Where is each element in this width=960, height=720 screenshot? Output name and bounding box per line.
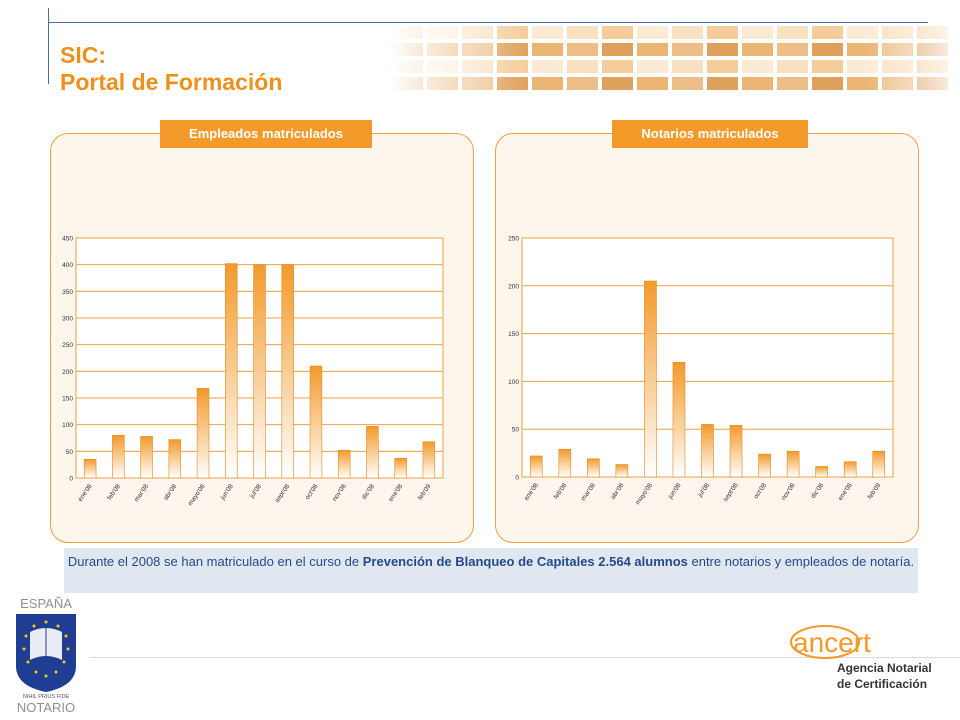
empleados-bar	[337, 449, 351, 479]
footer-rule	[90, 657, 960, 658]
notarios-xtick-label: abr'08	[610, 482, 626, 501]
notarios-xtick-label: mar'08	[580, 482, 597, 502]
notarios-ytick-label: 150	[508, 331, 519, 338]
empleados-bar	[253, 264, 266, 479]
summary-note-text2: entre notarios y empleados de notaría.	[687, 554, 915, 569]
empleados-chart-title: Empleados matriculados	[160, 120, 372, 148]
summary-note-text1: Durante el 2008 se han matriculado en el…	[67, 554, 363, 569]
notarios-bar	[615, 464, 629, 478]
empleados-bar	[394, 457, 407, 479]
page-title: SIC: Portal de Formación	[60, 42, 282, 96]
notarios-bar	[815, 466, 828, 478]
notarios-ytick-label: 50	[512, 427, 520, 434]
ancert-line2-text: de Certificación	[837, 677, 927, 691]
empleados-ytick-label: 200	[62, 369, 73, 376]
empleados-bar	[112, 435, 125, 479]
empleados-bar	[196, 388, 210, 479]
empleados-ytick-label: 150	[62, 396, 73, 403]
notarios-bar	[872, 450, 886, 478]
header-banner-graphic	[390, 24, 950, 94]
notarios-ytick-label: 0	[515, 475, 519, 482]
header-rule	[48, 22, 928, 23]
summary-note-highlight: Prevención de Blanqueo de Capitales 2.56…	[362, 554, 688, 569]
empleados-ytick-label: 400	[62, 262, 73, 269]
notarios-ytick-label: 200	[508, 283, 519, 290]
empleados-ytick-label: 100	[62, 422, 73, 429]
summary-note: Durante el 2008 se han matriculado en el…	[64, 548, 918, 593]
notarios-bar	[843, 461, 857, 478]
empleados-ytick-label: 250	[62, 342, 73, 349]
notarios-ytick-label: 250	[508, 236, 519, 243]
espana-notario-logo: ESPAÑA NIHIL PRIUS FIDE NOTARIO	[16, 596, 76, 714]
notarios-bar	[587, 458, 600, 478]
empleados-bar	[422, 441, 436, 479]
notarios-xtick-label: jul'08	[696, 482, 711, 499]
notarios-bar	[558, 448, 572, 478]
empleados-bar	[168, 439, 182, 479]
notarios-xtick-label: dic'08	[810, 482, 826, 500]
empleados-ytick-label: 450	[62, 236, 73, 243]
ancert-swoosh-icon	[790, 625, 860, 659]
logo-espana-text: ESPAÑA	[20, 596, 72, 611]
empleados-ytick-label: 50	[66, 449, 74, 456]
notarios-xtick-label: nov'08	[780, 482, 797, 502]
notarios-xtick-label: feb'09	[867, 482, 883, 501]
empleados-ytick-label: 300	[62, 316, 73, 323]
empleados-ytick-label: 350	[62, 289, 73, 296]
empleados-bar	[140, 436, 153, 479]
notarios-xtick-label: oct'08	[753, 482, 769, 500]
empleados-bar	[366, 425, 379, 479]
empleados-bar	[281, 264, 294, 479]
notarios-xtick-label: jun'08	[666, 482, 682, 501]
logo-notario-text: NOTARIO	[17, 700, 75, 714]
notarios-bar	[672, 361, 686, 478]
notarios-bar	[758, 453, 771, 478]
empleados-bar	[83, 459, 97, 479]
page-title-line1: SIC:	[60, 42, 106, 68]
notarios-bar	[729, 425, 743, 478]
ancert-brand-text: ancert	[793, 627, 871, 658]
notarios-xtick-label: ene'08	[523, 482, 540, 502]
empleados-bar	[225, 263, 238, 479]
ancert-line1-text: Agencia Notarial	[837, 661, 932, 675]
header-vertical-rule	[48, 8, 49, 84]
empleados-ytick-label: 0	[69, 476, 73, 483]
ancert-logo: ancert Agencia Notarial de Certificación	[790, 625, 932, 691]
notarios-bar	[786, 450, 800, 478]
notarios-xtick-label: mayo'08	[634, 482, 654, 506]
notarios-bar	[701, 424, 714, 478]
notarios-xtick-label: feb'08	[553, 482, 569, 501]
notarios-xtick-label: sept'08	[722, 482, 740, 503]
empleados-bar	[309, 365, 323, 479]
notarios-bar	[529, 455, 543, 478]
notarios-xtick-label: ene'08	[837, 482, 854, 502]
notarios-chart-title: Notarios matriculados	[612, 120, 808, 148]
logo-motto-text: NIHIL PRIUS FIDE	[23, 694, 70, 700]
notarios-bar	[644, 280, 657, 478]
notarios-ytick-label: 100	[508, 379, 519, 386]
page-title-line2: Portal de Formación	[60, 69, 283, 95]
